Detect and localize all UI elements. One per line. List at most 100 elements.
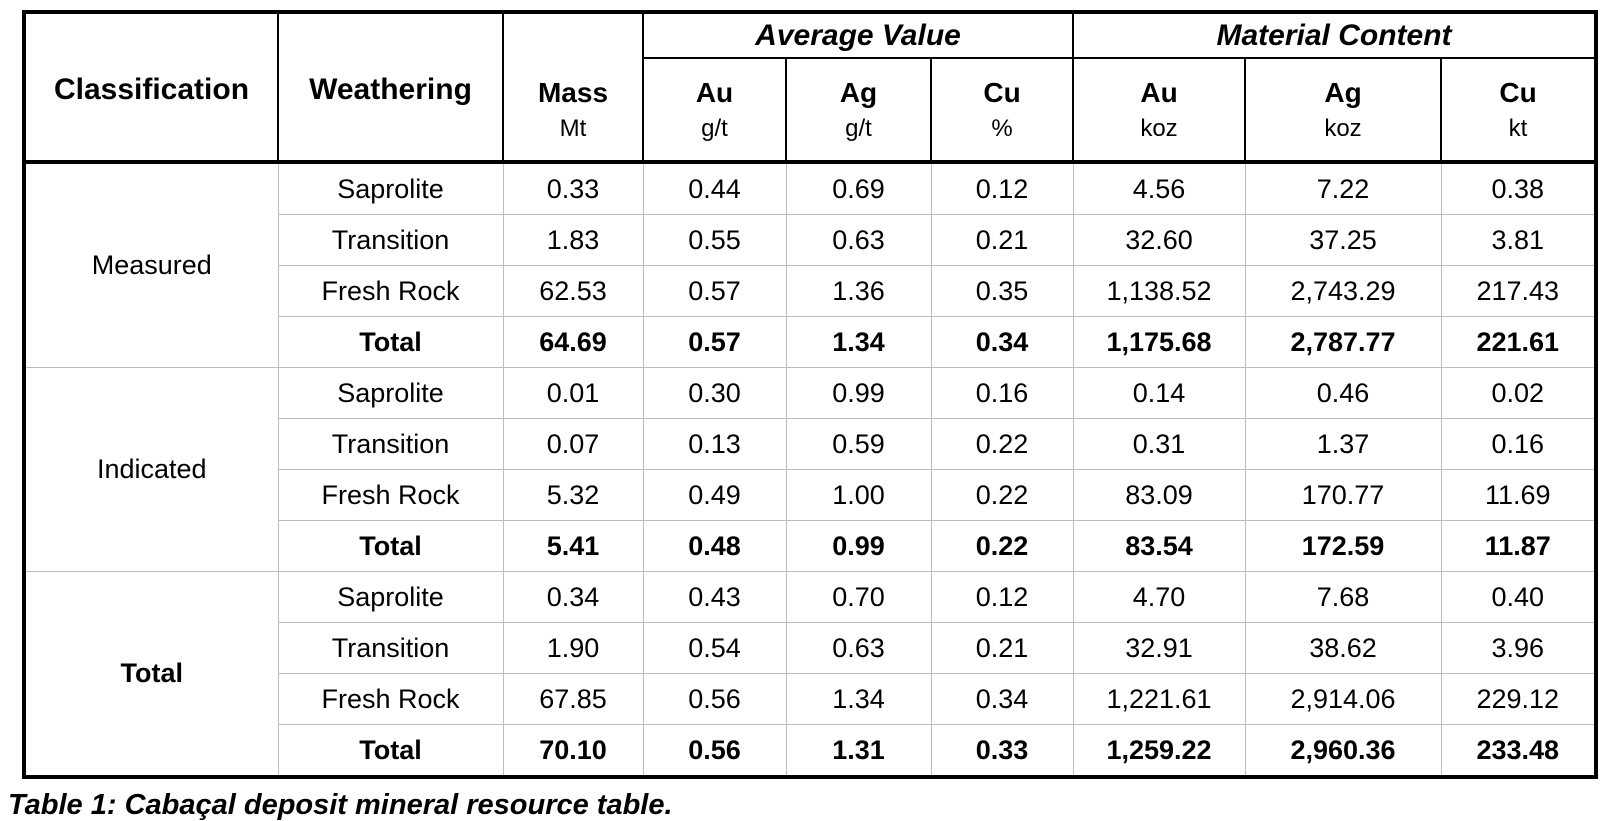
au-grade-cell: 0.48 bbox=[642, 520, 787, 572]
element-label: Au bbox=[695, 77, 734, 108]
cu-content-cell: 0.38 bbox=[1440, 161, 1597, 215]
mass-cell: 62.53 bbox=[502, 265, 644, 317]
au-content-cell: 1,259.22 bbox=[1072, 724, 1246, 778]
table-row: Total 64.69 0.57 1.34 0.34 1,175.68 2,78… bbox=[24, 316, 1597, 368]
au-grade-cell: 0.54 bbox=[642, 622, 787, 674]
au-content-cell: 83.54 bbox=[1072, 520, 1246, 572]
col-header-classification: Classification bbox=[23, 11, 279, 164]
table-header: Classification Weathering Mass Mt Averag… bbox=[23, 11, 1598, 164]
classification-cell: Total bbox=[23, 571, 279, 778]
col-header-avg-au: Au g/t bbox=[642, 57, 787, 164]
cu-grade-cell: 0.21 bbox=[930, 622, 1074, 674]
ag-grade-cell: 0.63 bbox=[785, 622, 932, 674]
au-grade-cell: 0.49 bbox=[642, 469, 787, 521]
au-content-cell: 4.70 bbox=[1072, 571, 1246, 623]
table-row: Fresh Rock 62.53 0.57 1.36 0.35 1,138.52… bbox=[24, 265, 1597, 317]
element-label: Ag bbox=[1324, 77, 1362, 108]
cu-content-cell: 0.16 bbox=[1440, 418, 1597, 470]
cu-content-cell: 233.48 bbox=[1440, 724, 1597, 778]
ag-grade-cell: 0.99 bbox=[785, 367, 932, 419]
weathering-cell: Total bbox=[277, 724, 504, 778]
ag-content-cell: 2,787.77 bbox=[1244, 316, 1442, 368]
col-header-weathering: Weathering bbox=[277, 11, 504, 164]
classification-cell: Indicated bbox=[23, 367, 279, 572]
col-header-content-cu: Cu kt bbox=[1440, 57, 1598, 164]
ag-content-cell: 0.46 bbox=[1244, 367, 1442, 419]
mass-cell: 1.83 bbox=[502, 214, 644, 266]
au-grade-cell: 0.44 bbox=[642, 161, 787, 215]
ag-grade-cell: 1.00 bbox=[785, 469, 932, 521]
ag-content-cell: 7.22 bbox=[1244, 161, 1442, 215]
table-row: Total 70.10 0.56 1.31 0.33 1,259.22 2,96… bbox=[24, 724, 1597, 778]
table-row: Fresh Rock 67.85 0.56 1.34 0.34 1,221.61… bbox=[24, 673, 1597, 725]
table-row: Transition 0.07 0.13 0.59 0.22 0.31 1.37… bbox=[24, 418, 1597, 470]
header-row-groups: Classification Weathering Mass Mt Averag… bbox=[23, 11, 1598, 164]
table-caption: Table 1: Cabaçal deposit mineral resourc… bbox=[8, 789, 673, 821]
element-unit: g/t bbox=[701, 115, 728, 142]
ag-grade-cell: 0.70 bbox=[785, 571, 932, 623]
au-grade-cell: 0.57 bbox=[642, 316, 787, 368]
mass-cell: 64.69 bbox=[502, 316, 644, 368]
cu-content-cell: 3.81 bbox=[1440, 214, 1597, 266]
cu-content-cell: 11.87 bbox=[1440, 520, 1597, 572]
ag-grade-cell: 0.69 bbox=[785, 161, 932, 215]
mineral-resource-table: Classification Weathering Mass Mt Averag… bbox=[22, 10, 1599, 779]
au-content-cell: 0.14 bbox=[1072, 367, 1246, 419]
mass-cell: 0.33 bbox=[502, 161, 644, 215]
cu-grade-cell: 0.12 bbox=[930, 571, 1074, 623]
ag-content-cell: 37.25 bbox=[1244, 214, 1442, 266]
classification-cell: Measured bbox=[23, 161, 279, 368]
weathering-cell: Fresh Rock bbox=[277, 265, 504, 317]
element-unit: % bbox=[991, 115, 1013, 142]
au-grade-cell: 0.43 bbox=[642, 571, 787, 623]
weathering-cell: Transition bbox=[277, 622, 504, 674]
weathering-cell: Saprolite bbox=[277, 367, 504, 419]
ag-grade-cell: 0.99 bbox=[785, 520, 932, 572]
ag-grade-cell: 0.59 bbox=[785, 418, 932, 470]
cu-content-cell: 0.02 bbox=[1440, 367, 1597, 419]
au-content-cell: 1,138.52 bbox=[1072, 265, 1246, 317]
au-grade-cell: 0.55 bbox=[642, 214, 787, 266]
au-grade-cell: 0.56 bbox=[642, 673, 787, 725]
mass-cell: 0.34 bbox=[502, 571, 644, 623]
mass-cell: 5.41 bbox=[502, 520, 644, 572]
table-row: Total Saprolite 0.34 0.43 0.70 0.12 4.70 … bbox=[23, 571, 1597, 778]
mass-unit: Mt bbox=[559, 115, 587, 142]
element-unit: koz bbox=[1324, 115, 1362, 142]
group-header-average-value: Average Value bbox=[641, 11, 1075, 59]
ag-content-cell: 38.62 bbox=[1244, 622, 1442, 674]
weathering-cell: Total bbox=[277, 316, 504, 368]
au-content-cell: 83.09 bbox=[1072, 469, 1246, 521]
element-unit: g/t bbox=[845, 115, 872, 142]
ag-content-cell: 1.37 bbox=[1244, 418, 1442, 470]
cu-grade-cell: 0.34 bbox=[930, 673, 1074, 725]
ag-content-cell: 170.77 bbox=[1244, 469, 1442, 521]
table-row: Transition 1.83 0.55 0.63 0.21 32.60 37.… bbox=[24, 214, 1597, 266]
mass-label: Mass bbox=[537, 77, 609, 108]
ag-content-cell: 2,914.06 bbox=[1244, 673, 1442, 725]
ag-grade-cell: 1.34 bbox=[785, 673, 932, 725]
col-header-mass: Mass Mt bbox=[502, 11, 644, 164]
table-row: Transition 1.90 0.54 0.63 0.21 32.91 38.… bbox=[24, 622, 1597, 674]
cu-content-cell: 229.12 bbox=[1440, 673, 1597, 725]
cu-content-cell: 0.40 bbox=[1440, 571, 1597, 623]
cu-grade-cell: 0.35 bbox=[930, 265, 1074, 317]
ag-grade-cell: 1.34 bbox=[785, 316, 932, 368]
header-row-elements: Au g/t Ag g/t Cu % Au koz Ag koz bbox=[24, 57, 1598, 164]
weathering-cell: Fresh Rock bbox=[277, 673, 504, 725]
au-grade-cell: 0.30 bbox=[642, 367, 787, 419]
au-content-cell: 32.60 bbox=[1072, 214, 1246, 266]
element-label: Cu bbox=[1499, 77, 1537, 108]
ag-content-cell: 7.68 bbox=[1244, 571, 1442, 623]
table-row: Measured Saprolite 0.33 0.44 0.69 0.12 4.… bbox=[23, 161, 1597, 368]
cu-grade-cell: 0.22 bbox=[930, 418, 1074, 470]
cu-content-cell: 221.61 bbox=[1440, 316, 1597, 368]
group-header-material-content: Material Content bbox=[1072, 11, 1598, 59]
element-label: Cu bbox=[983, 77, 1021, 108]
weathering-cell: Transition bbox=[277, 418, 504, 470]
ag-content-cell: 172.59 bbox=[1244, 520, 1442, 572]
col-header-avg-cu: Cu % bbox=[929, 57, 1075, 164]
cu-grade-cell: 0.16 bbox=[930, 367, 1074, 419]
cu-grade-cell: 0.22 bbox=[930, 520, 1074, 572]
